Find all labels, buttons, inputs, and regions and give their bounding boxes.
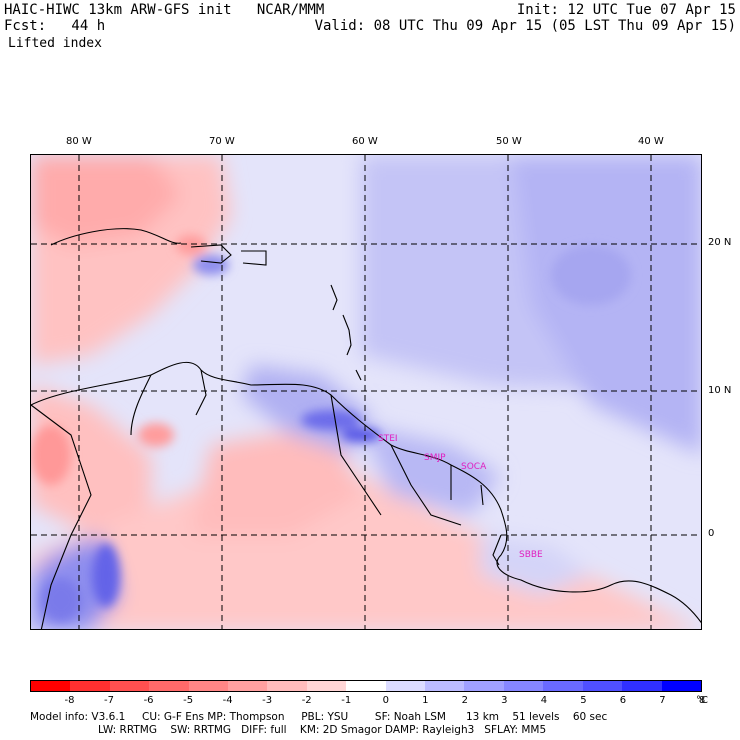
- lon-label-60w: 60 W: [352, 136, 378, 147]
- model-info-line1: Model info: V3.6.1 CU: G-F Ens MP: Thomp…: [30, 711, 608, 723]
- colorbar-swatch: [267, 681, 307, 691]
- colorbar-swatch: [31, 681, 71, 691]
- colorbar-tick-label: -3: [262, 695, 273, 706]
- colorbar-swatch: [306, 681, 347, 691]
- grid-lines: [31, 155, 701, 629]
- colorbar-tick-label: -6: [143, 695, 154, 706]
- lat-label-20n: 20 N: [708, 237, 732, 248]
- lifted-index-field: [31, 155, 701, 629]
- colorbar-tick-label: -4: [222, 695, 233, 706]
- forecast-hour: Fcst: 44 h: [4, 18, 106, 34]
- colorbar-tick-label: 7: [659, 695, 666, 706]
- colorbar-swatch: [661, 681, 701, 691]
- colorbar-unit: °C: [696, 695, 708, 706]
- lon-label-50w: 50 W: [496, 136, 522, 147]
- colorbar-tick-label: 3: [501, 695, 508, 706]
- colorbar-tick-label: 4: [540, 695, 548, 706]
- colorbar-tick-label: -1: [341, 695, 352, 706]
- site-label-soca: SOCA: [461, 462, 487, 472]
- colorbar-tick-label: -5: [183, 695, 194, 706]
- colorbar-tick-label: -2: [301, 695, 312, 706]
- colorbar-tick-label: 5: [580, 695, 587, 706]
- colorbar-tick-label: 8: [698, 695, 706, 706]
- site-label-smjp: SMJP: [424, 453, 446, 463]
- lat-label-0: 0: [708, 528, 715, 539]
- colorbar-tick-label: 1: [422, 695, 429, 706]
- colorbar-tick-label: 6: [619, 695, 627, 706]
- lon-label-70w: 70 W: [209, 136, 235, 147]
- lat-label-10n: 10 N: [708, 385, 732, 396]
- coastlines: [31, 228, 701, 629]
- colorbar-swatch: [109, 681, 150, 691]
- colorbar-tick-label: -8: [64, 695, 75, 706]
- colorbar-swatch: [188, 681, 229, 691]
- header-title: HAIC-HIWC 13km ARW-GFS init NCAR/MMM: [4, 2, 325, 18]
- colorbar-swatch: [228, 681, 268, 691]
- colorbar-swatch: [622, 681, 662, 691]
- colorbar-swatch: [70, 681, 110, 691]
- colorbar: [30, 680, 702, 692]
- valid-time: Valid: 08 UTC Thu 09 Apr 15 (05 LST Thu …: [314, 18, 736, 34]
- colorbar-tick-label: -7: [104, 695, 115, 706]
- colorbar-swatch: [582, 681, 623, 691]
- colorbar-swatch: [543, 681, 583, 691]
- colorbar-tick-label: 2: [461, 695, 468, 706]
- site-label-sbbe: SBBE: [519, 550, 543, 560]
- colorbar-swatch: [503, 681, 544, 691]
- lon-label-80w: 80 W: [66, 136, 92, 147]
- field-name: Lifted index: [8, 36, 102, 51]
- colorbar-swatch: [425, 681, 465, 691]
- lifted-index-detail: [31, 235, 631, 622]
- colorbar-swatch: [149, 681, 189, 691]
- colorbar-tick-label: 0: [382, 695, 389, 706]
- lifted-index-map: STEI SMJP SOCA SBBE: [30, 154, 702, 630]
- init-time: Init: 12 UTC Tue 07 Apr 15: [516, 2, 736, 18]
- site-label-stei: STEI: [378, 434, 398, 444]
- colorbar-swatch: [464, 681, 504, 691]
- colorbar-swatch: [346, 681, 386, 691]
- colorbar-swatch: [385, 681, 426, 691]
- map-canvas: [31, 155, 701, 629]
- lon-label-40w: 40 W: [638, 136, 664, 147]
- model-info-line2: LW: RRTMG SW: RRTMG DIFF: full KM: 2D Sm…: [98, 724, 547, 736]
